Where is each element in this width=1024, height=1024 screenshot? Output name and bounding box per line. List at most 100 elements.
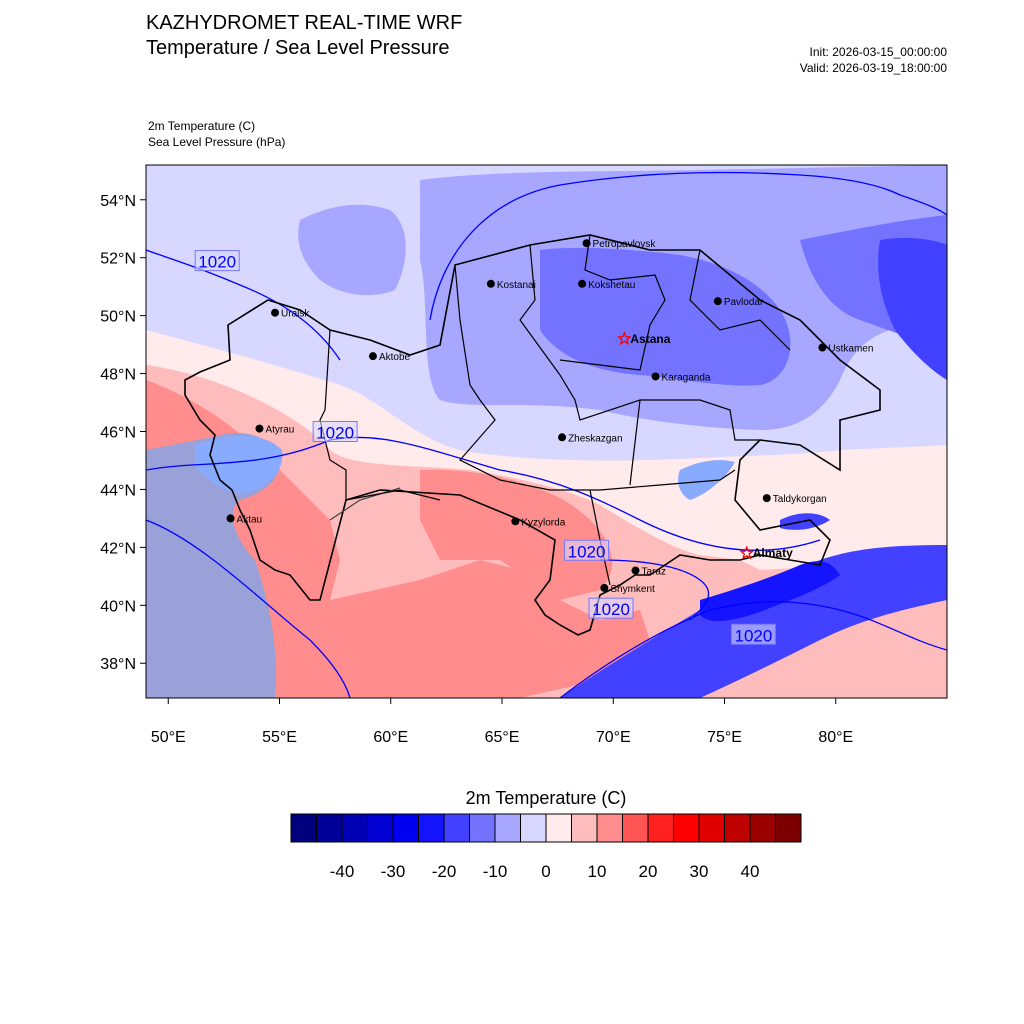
colorbar-box	[673, 813, 700, 843]
isobar-label-box	[194, 250, 240, 272]
colorbar-tick-label: -40	[330, 862, 355, 881]
isobar-label: 1020	[316, 424, 354, 443]
lat-tick-label: 48°N	[100, 367, 136, 384]
city-dot-icon	[226, 514, 235, 523]
city-label: Astana	[630, 332, 670, 346]
isobar-line-6	[599, 559, 710, 621]
colorbar-box	[647, 813, 674, 843]
colorbar-box	[367, 813, 394, 843]
city-markers: Petropavlovsk Kostanai Kokshetau Uralsk Pavl…	[226, 239, 873, 595]
city-dot-icon	[582, 239, 591, 248]
colorbar-box	[775, 813, 802, 843]
colorbar-box	[418, 813, 445, 843]
colorbar-box	[698, 813, 725, 843]
city-dot-icon	[818, 343, 827, 352]
city-label: Shymkent	[610, 584, 655, 595]
colorbar-tick-label: 0	[541, 862, 550, 881]
lon-tick-label: 70°E	[596, 729, 631, 746]
city-dot-icon	[762, 494, 771, 503]
colorbar-tick-label: 10	[588, 862, 607, 881]
lat-tick-label: 38°N	[100, 656, 136, 673]
colorbar-tick-label: 40	[741, 862, 760, 881]
oblast-border-5	[689, 249, 791, 351]
init-time: Init: 2026-03-15_00:00:00	[809, 45, 947, 59]
city-label: Aktobe	[379, 352, 411, 363]
isobar-label: 1020	[735, 626, 773, 645]
map-title: KAZHYDROMET REAL-TIME WRF	[146, 12, 463, 34]
isobar-label: 1020	[198, 253, 236, 272]
colorbar-boxes	[290, 813, 802, 843]
colorbar-tick-label: 20	[639, 862, 658, 881]
capital-star-icon	[617, 331, 632, 346]
city-label: Kyzylorda	[521, 517, 565, 528]
city-dot-icon	[511, 517, 520, 526]
field-cold-west	[298, 204, 406, 296]
colorbar-box	[749, 813, 776, 843]
city-label: Ustkamen	[828, 343, 873, 354]
field-cold-30	[878, 237, 947, 380]
lat-tick-label: 50°N	[100, 309, 136, 326]
isobar-label-box	[312, 421, 358, 442]
city-dot-icon	[713, 297, 722, 306]
oblast-border-8	[345, 489, 441, 501]
lat-tick-label: 54°N	[100, 193, 136, 210]
colorbar-tick-label: -30	[381, 862, 406, 881]
lon-tick-label: 65°E	[485, 729, 520, 746]
city-dot-icon	[368, 352, 377, 361]
city-dot-icon	[255, 424, 264, 433]
oblast-border-6	[640, 399, 760, 441]
colorbar-box	[571, 813, 598, 843]
city-label: Kostanai	[497, 280, 536, 291]
colorbar-box	[443, 813, 470, 843]
isobar-label: 1020	[568, 542, 606, 561]
city-label: Karaganda	[662, 372, 711, 383]
colorbar-box	[545, 813, 572, 843]
oblast-border-2	[454, 264, 736, 491]
city-label: Uralsk	[281, 309, 310, 320]
isobar-line-1	[146, 249, 341, 361]
colorbar-box	[494, 813, 521, 843]
colorbar-box	[596, 813, 623, 843]
isobar-line-3	[146, 519, 351, 698]
map-figure: 54°N 52°N 50°N 48°N 46°N 44°N 42°N 40°N 38°N 50°…	[100, 164, 948, 746]
valid-time: Valid: 2026-03-19_18:00:00	[799, 61, 947, 75]
city-dot-icon	[486, 279, 495, 288]
lon-tick-label: 75°E	[707, 729, 742, 746]
colorbar-box	[520, 813, 547, 843]
colorbar-box	[392, 813, 419, 843]
colorbar-box	[469, 813, 496, 843]
lat-tick-label: 42°N	[100, 540, 136, 557]
isobar-label-box	[564, 539, 610, 561]
colorbar-tick-labels: -40 -30 -20 -10 0 10 20 30 40	[330, 862, 760, 881]
city-label: Taraz	[642, 567, 666, 578]
variable-label-pressure: Sea Level Pressure (hPa)	[148, 135, 286, 149]
lon-tick-label: 60°E	[373, 729, 408, 746]
variable-label-temperature: 2m Temperature (C)	[148, 119, 256, 133]
city-label: Aktau	[237, 514, 263, 525]
city-dot-icon	[600, 583, 609, 592]
city-label: Atyrau	[265, 425, 294, 436]
colorbar-box	[724, 813, 751, 843]
isobar-line-2	[146, 436, 821, 552]
colorbar-box	[290, 813, 317, 843]
lat-tick-label: 46°N	[100, 425, 136, 442]
colorbar-tick-label: -20	[432, 862, 457, 881]
city-dot-icon	[578, 279, 587, 288]
lon-tick-label: 80°E	[818, 729, 853, 746]
latitude-axis: 54°N 52°N 50°N 48°N 46°N 44°N 42°N 40°N 38°N	[100, 193, 146, 673]
isobar-line-4	[429, 171, 947, 321]
lon-tick-label: 55°E	[262, 729, 297, 746]
isobar-line-5	[559, 601, 947, 698]
isobar-label: 1020	[592, 600, 630, 619]
field-warm-30b	[420, 469, 613, 600]
field-mountains	[560, 545, 947, 698]
isobar-label-box	[588, 597, 634, 619]
isobar-label-box	[730, 623, 776, 645]
field-warm-30	[146, 380, 650, 698]
lat-tick-label: 44°N	[100, 482, 136, 499]
colorbar-box	[341, 813, 368, 843]
colorbar-box	[316, 813, 343, 843]
colorbar-title: 2m Temperature (C)	[465, 788, 627, 808]
colorbar-tick-label: -10	[483, 862, 508, 881]
isobar-labels: 1020 1020 1020 1020 1020	[194, 250, 776, 645]
